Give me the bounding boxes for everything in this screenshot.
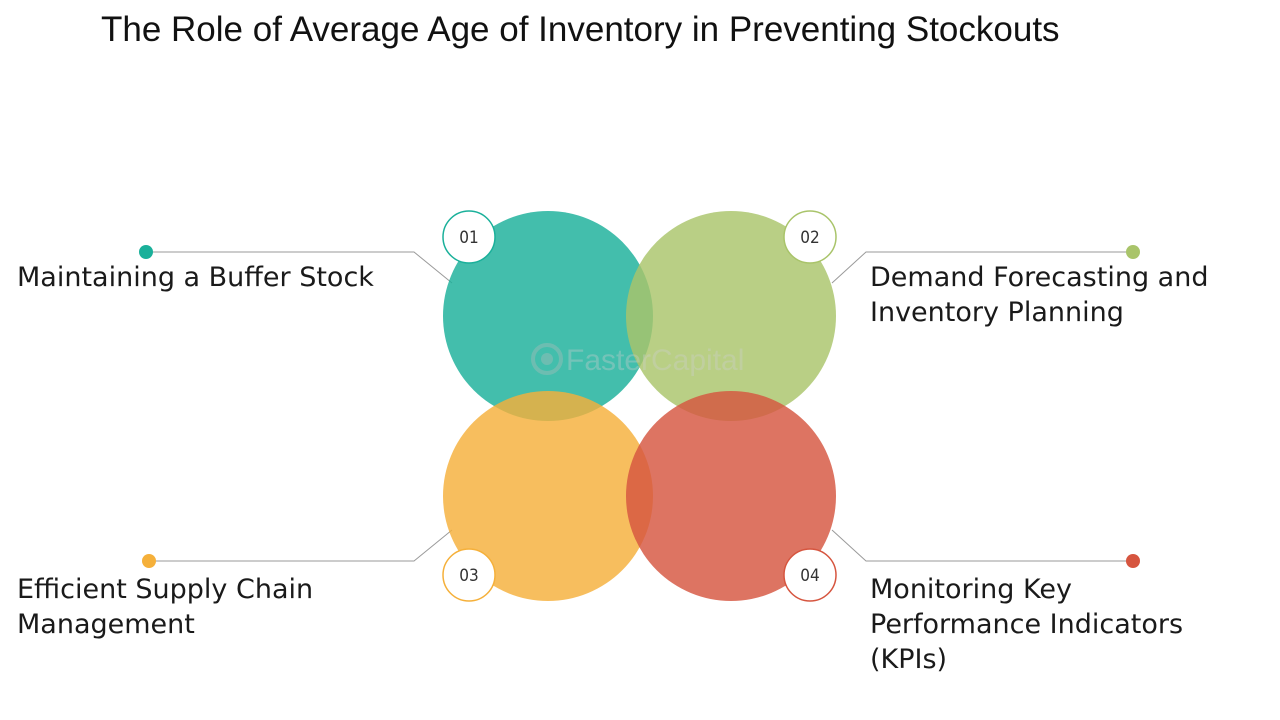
circle-2: [626, 211, 836, 421]
badge-number-4: 04: [800, 566, 819, 586]
badge-3: 03: [442, 548, 496, 602]
badge-number-2: 02: [800, 228, 819, 248]
dot-3: [142, 554, 156, 568]
connector-line-3: [149, 529, 453, 562]
dot-4: [1126, 554, 1140, 568]
badge-1: 01: [442, 210, 496, 264]
dot-2: [1126, 245, 1140, 259]
watermark-logo: FasterCapital: [531, 343, 744, 377]
badge-number-3: 03: [459, 566, 478, 586]
circle-1: [443, 211, 653, 421]
watermark-text: FasterCapital: [566, 344, 744, 377]
circle-4: [626, 391, 836, 601]
label-maintaining-buffer-stock: Maintaining a Buffer Stock: [17, 262, 374, 293]
badge-2: 02: [783, 210, 837, 264]
label-demand-forecasting: Demand Forecasting and Inventory Plannin…: [870, 262, 1209, 328]
badge-4: 04: [783, 548, 837, 602]
dot-1: [139, 245, 153, 259]
badge-number-1: 01: [459, 228, 478, 248]
label-monitoring-kpis: Monitoring Key Performance Indicators (K…: [870, 574, 1184, 675]
page-title: The Role of Average Age of Inventory in …: [101, 10, 1060, 49]
connector-line-4: [831, 529, 1133, 562]
label-efficient-supply-chain: Efficient Supply Chain Management: [17, 574, 314, 640]
connector-line-2: [831, 251, 1133, 284]
connector-line-1: [146, 251, 453, 284]
circle-3: [443, 391, 653, 601]
